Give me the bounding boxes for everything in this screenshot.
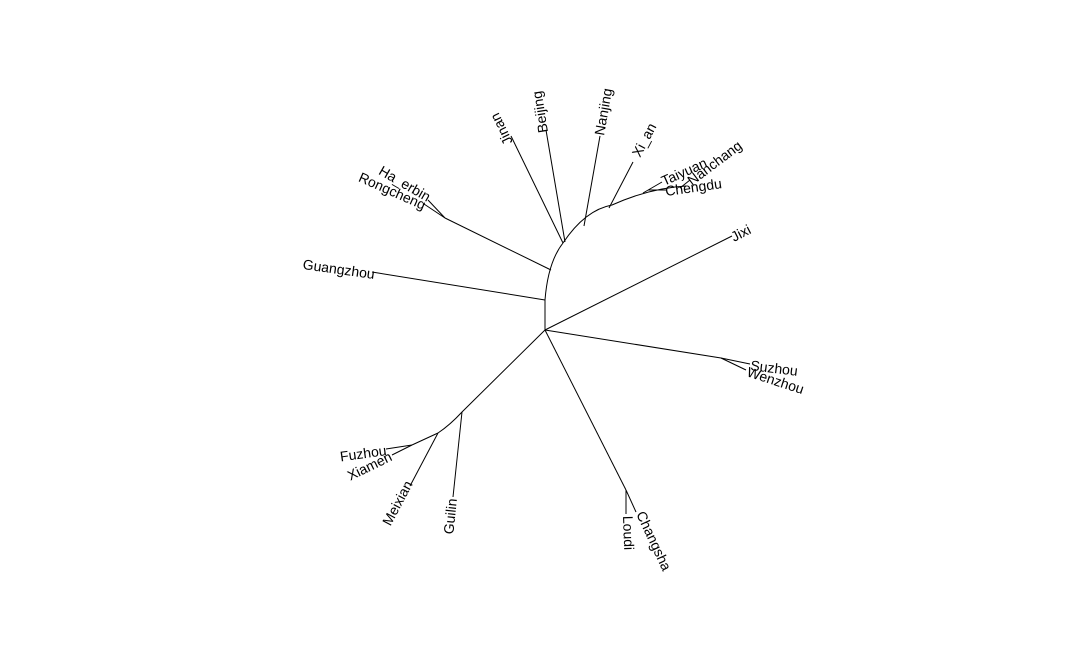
branch-changsha	[625, 489, 637, 513]
tip-label-jixi: Jixi	[728, 221, 753, 244]
branch-haerbin-rongcheng	[444, 217, 552, 271]
branch-nanchang	[679, 179, 691, 189]
tip-label-suzhou: Suzhou	[750, 357, 799, 379]
branch-xiamen	[391, 444, 413, 456]
branch-suzhou	[720, 357, 751, 365]
branch-jixi	[544, 235, 733, 331]
branch-nanjing	[583, 135, 601, 227]
tip-label-xi_an: Xi_an	[629, 120, 660, 159]
tip-label-loudi: Loudi	[620, 516, 637, 551]
tip-label-meixian: Meixian	[379, 478, 416, 528]
branch-suzhou-wenzhou	[544, 329, 722, 359]
branch-south-arc	[437, 329, 546, 434]
tip-label-beijing: Beijing	[529, 90, 551, 134]
branch-fuzhou-xiamen	[411, 432, 439, 446]
branch-guilin	[452, 411, 463, 498]
branch-changsha-loudi	[544, 329, 627, 491]
branch-xi_an	[608, 161, 634, 209]
branch-fuzhou	[385, 444, 413, 450]
branch-taiyuan	[642, 181, 663, 194]
branch-beijing	[545, 129, 566, 243]
branch-root-arc	[544, 185, 687, 330]
branch-guangzhou	[371, 271, 546, 301]
tip-labels: Jinan Beijing Nanjing Xi_an Taiyuan Nanc…	[302, 87, 806, 573]
branch-rongcheng	[423, 203, 446, 219]
tip-label-changsha: Changsha	[633, 509, 675, 574]
tip-label-guilin: Guilin	[440, 498, 460, 535]
tip-label-guangzhou: Guangzhou	[302, 256, 376, 282]
tip-label-jinan: Jinan	[487, 111, 516, 148]
tip-label-chengdu: Chengdu	[664, 175, 723, 199]
tip-label-nanjing: Nanjing	[591, 87, 615, 137]
branch-wenzhou	[720, 357, 747, 371]
branch-jinan	[510, 135, 564, 244]
branch-ha_erbin	[427, 199, 446, 219]
branch-meixian	[409, 432, 439, 487]
tip-label-fuzhou: Fuzhou	[339, 442, 387, 464]
tree-branches	[371, 129, 751, 514]
